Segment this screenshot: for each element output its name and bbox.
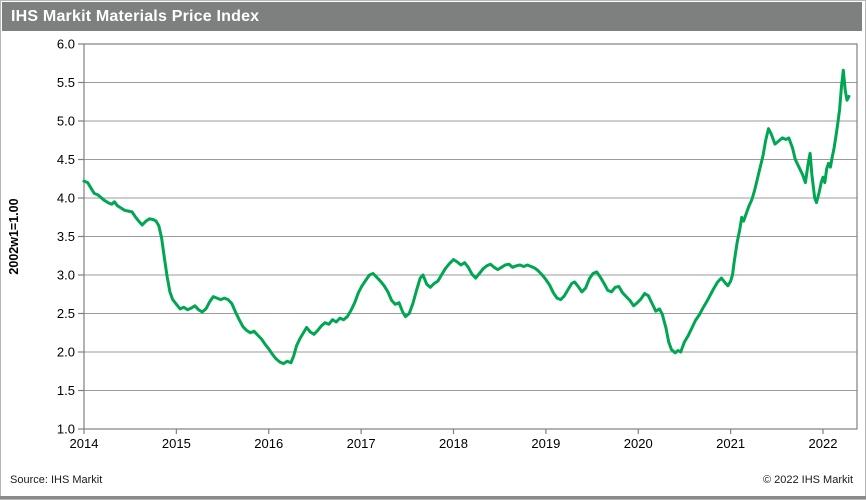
bottom-accent-bar: [0, 496, 866, 499]
svg-text:5.5: 5.5: [57, 75, 75, 90]
source-note: Source: IHS Markit: [10, 474, 103, 486]
svg-text:2015: 2015: [162, 436, 191, 451]
svg-text:2014: 2014: [70, 436, 99, 451]
svg-text:2021: 2021: [716, 436, 745, 451]
svg-text:2017: 2017: [347, 436, 376, 451]
svg-text:1.0: 1.0: [57, 422, 75, 437]
svg-text:2.5: 2.5: [57, 306, 75, 321]
price-index-line: [82, 68, 851, 366]
svg-text:2016: 2016: [254, 436, 283, 451]
chart-title: IHS Markit Materials Price Index: [11, 8, 260, 25]
svg-text:6.0: 6.0: [57, 37, 75, 52]
svg-text:2018: 2018: [439, 436, 468, 451]
svg-text:2.0: 2.0: [57, 345, 75, 360]
svg-text:5.0: 5.0: [57, 114, 75, 129]
svg-text:2019: 2019: [531, 436, 560, 451]
svg-text:2020: 2020: [624, 436, 653, 451]
x-axis-ticks: [83, 429, 824, 434]
svg-text:2002w1=1.00: 2002w1=1.00: [7, 198, 21, 274]
svg-text:4.5: 4.5: [57, 152, 75, 167]
svg-text:1.5: 1.5: [57, 383, 75, 398]
y-axis-ticks: [78, 43, 84, 430]
horizontal-gridlines: [84, 82, 857, 391]
svg-text:2022: 2022: [809, 436, 838, 451]
chart-title-bar: IHS Markit Materials Price Index: [2, 2, 862, 31]
x-axis-tick-labels: 2014 2015 2016 2017 2018 2019 2020 2021 2022: [70, 436, 838, 451]
svg-text:3.0: 3.0: [57, 268, 75, 283]
copyright-note: © 2022 IHS Markit: [762, 474, 853, 486]
y-axis-title: 2002w1=1.00: [7, 198, 21, 274]
svg-text:4.0: 4.0: [57, 191, 75, 206]
svg-text:3.5: 3.5: [57, 229, 75, 244]
y-axis-tick-labels: 6.0 5.5 5.0 4.5 4.0 3.5 3.0 2.5 2.0 1.5 1.0: [57, 37, 75, 437]
